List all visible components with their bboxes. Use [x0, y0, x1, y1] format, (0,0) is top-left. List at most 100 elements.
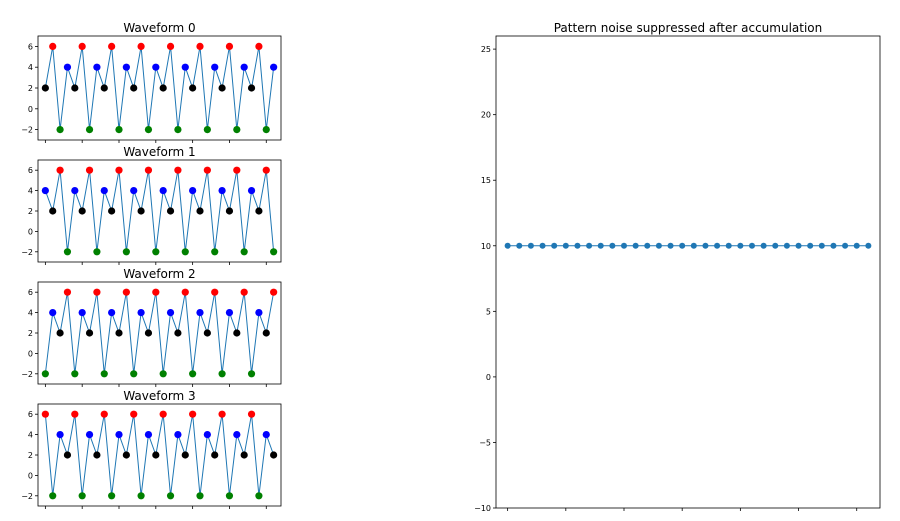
data-point	[63, 248, 72, 256]
data-point	[85, 329, 94, 337]
y-tick-label: 0	[28, 471, 33, 480]
data-point	[71, 187, 79, 195]
data-point	[85, 166, 94, 174]
data-point	[181, 451, 189, 459]
data-point	[196, 207, 204, 215]
data-point	[818, 242, 825, 249]
chart-title: Pattern noise suppressed after accumulat…	[554, 21, 823, 35]
data-point	[181, 248, 189, 256]
data-point	[218, 370, 226, 378]
data-point	[203, 431, 211, 439]
data-point	[795, 242, 802, 249]
data-point	[152, 451, 160, 459]
data-point	[49, 207, 57, 215]
data-point	[749, 242, 755, 249]
data-point	[842, 242, 849, 249]
data-point	[247, 84, 256, 92]
data-point	[586, 242, 593, 249]
chart-1: Waveform 1 −2 0 2 4 6	[21, 145, 282, 265]
data-point	[760, 242, 767, 249]
data-point	[551, 242, 558, 249]
data-point	[203, 166, 211, 174]
data-point	[225, 492, 234, 500]
data-point	[233, 126, 241, 134]
data-point	[830, 242, 837, 249]
data-point	[574, 242, 581, 249]
data-point	[233, 166, 241, 174]
data-point	[597, 242, 604, 249]
data-point	[100, 370, 108, 378]
chart-0: Waveform 0 −2 0 2 4 6	[21, 21, 282, 143]
data-point	[49, 42, 57, 51]
data-point	[166, 42, 175, 51]
series-line	[44, 170, 275, 252]
data-point	[725, 242, 732, 249]
y-tick-label: 6	[28, 42, 33, 51]
data-point	[137, 207, 145, 215]
data-point	[714, 242, 721, 249]
data-point	[56, 431, 64, 439]
data-point	[93, 248, 101, 256]
y-tick-label: 0	[28, 105, 33, 114]
data-point	[262, 431, 270, 439]
data-point	[240, 451, 248, 459]
series-line	[44, 414, 275, 496]
data-point	[108, 207, 116, 215]
data-point	[144, 431, 153, 439]
y-tick-label: −2	[21, 126, 33, 135]
data-point	[130, 187, 138, 195]
data-point	[196, 42, 204, 51]
data-point	[159, 370, 167, 378]
chart-2: Waveform 2 −2 0 2 4 6	[21, 267, 282, 387]
data-point	[270, 63, 278, 71]
data-point	[196, 492, 204, 500]
data-point	[247, 370, 256, 378]
data-point	[211, 288, 219, 296]
y-tick-label: 5	[486, 307, 491, 316]
data-point	[609, 242, 616, 249]
y-tick-label: −10	[474, 504, 491, 513]
data-point	[772, 242, 779, 249]
data-point	[78, 42, 86, 51]
data-point	[211, 63, 219, 71]
data-point	[174, 329, 182, 337]
data-point	[115, 431, 123, 439]
data-point	[63, 451, 72, 459]
data-point	[270, 451, 278, 459]
data-point	[807, 242, 814, 249]
y-tick-label: −2	[21, 492, 33, 501]
data-point	[144, 166, 153, 174]
data-point	[853, 242, 860, 249]
data-point	[189, 84, 197, 92]
data-point	[255, 309, 263, 317]
data-point	[702, 242, 709, 249]
data-point	[159, 187, 167, 195]
data-point	[93, 451, 101, 459]
data-point	[240, 288, 248, 296]
data-point	[189, 187, 197, 195]
data-point	[41, 370, 49, 378]
chart-4: Pattern noise suppressed after accumulat…	[474, 21, 881, 513]
data-point	[621, 242, 627, 249]
data-point	[255, 492, 263, 500]
data-point	[152, 248, 160, 256]
y-tick-label: −2	[21, 248, 33, 257]
y-tick-label: 0	[28, 227, 33, 236]
data-point	[644, 242, 651, 249]
data-point	[262, 329, 270, 337]
data-point	[78, 492, 86, 500]
y-tick-label: 4	[28, 431, 33, 440]
data-point	[211, 451, 219, 459]
data-point	[49, 492, 57, 500]
data-point	[63, 63, 72, 71]
data-point	[108, 492, 116, 500]
data-point	[56, 166, 64, 174]
data-point	[56, 329, 64, 337]
data-point	[218, 187, 226, 195]
data-point	[166, 309, 175, 317]
data-point	[225, 207, 234, 215]
y-tick-label: −2	[21, 370, 33, 379]
chart-3: Waveform 3 −2 0 2 4 6	[21, 389, 282, 509]
data-point	[181, 63, 189, 71]
data-point	[137, 492, 145, 500]
